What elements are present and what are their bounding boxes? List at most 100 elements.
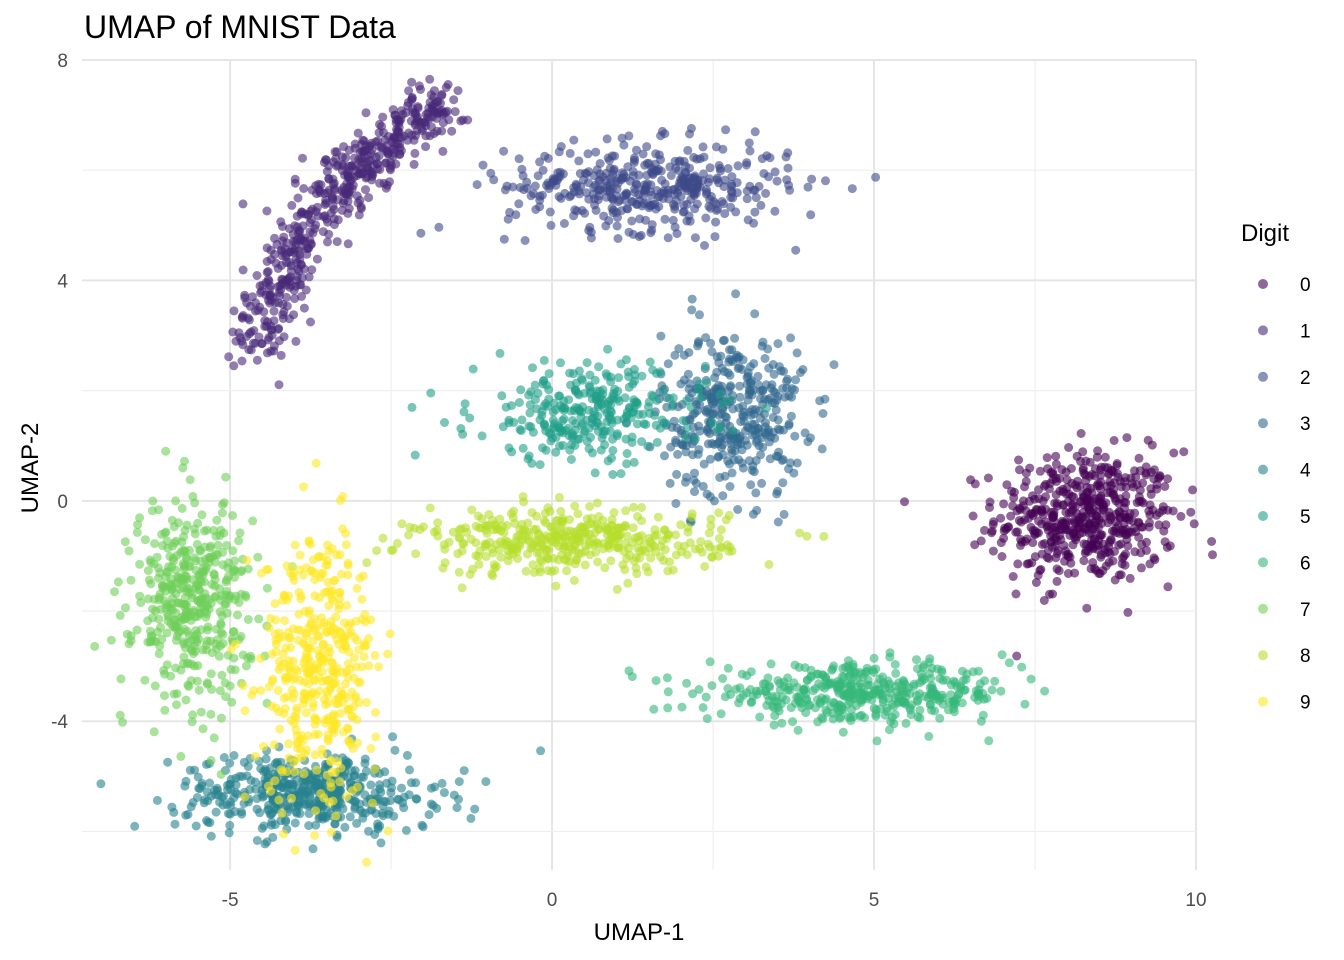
point-digit-6 [860, 713, 869, 723]
point-digit-2 [565, 148, 575, 158]
point-digit-8 [518, 531, 528, 540]
point-digit-6 [763, 690, 772, 700]
point-digit-1 [307, 185, 317, 195]
point-digit-0 [968, 511, 978, 521]
point-digit-5 [643, 441, 653, 451]
point-digit-3 [687, 388, 697, 398]
point-digit-1 [347, 161, 357, 171]
point-digit-7 [220, 678, 230, 688]
point-digit-0 [1011, 589, 1021, 599]
point-digit-8 [521, 566, 531, 576]
point-digit-0 [1083, 502, 1093, 512]
point-digit-9 [360, 641, 369, 651]
point-digit-0 [1034, 516, 1044, 526]
point-digit-5 [645, 357, 655, 367]
point-digit-5 [465, 413, 475, 423]
point-digit-2 [645, 187, 655, 197]
point-digit-4 [308, 844, 318, 854]
point-digit-7 [230, 572, 239, 582]
point-digit-1 [378, 112, 388, 122]
point-digit-5 [589, 407, 599, 417]
point-digit-2 [638, 149, 648, 159]
point-digit-7 [143, 594, 153, 604]
point-digit-5 [590, 375, 600, 385]
point-digit-2 [586, 233, 596, 243]
point-digit-9 [292, 703, 302, 713]
point-digit-5 [477, 431, 487, 441]
point-digit-0 [1040, 539, 1050, 548]
point-digit-8 [629, 556, 639, 566]
point-digit-7 [238, 650, 248, 660]
point-digit-5 [578, 402, 587, 412]
point-digit-3 [725, 382, 735, 392]
point-digit-7 [221, 692, 231, 702]
point-digit-7 [212, 515, 222, 525]
point-digit-2 [530, 181, 540, 191]
point-digit-3 [792, 348, 802, 358]
point-digit-3 [744, 423, 754, 433]
point-digit-2 [679, 200, 689, 210]
point-digit-6 [869, 703, 879, 713]
point-digit-0 [1165, 541, 1175, 551]
point-digit-0 [1168, 506, 1178, 516]
point-digit-8 [613, 523, 623, 533]
point-digit-1 [333, 160, 343, 170]
point-digit-4 [411, 778, 421, 788]
point-digit-0 [970, 540, 980, 550]
legend-label-0: 0 [1300, 275, 1311, 296]
point-digit-5 [497, 391, 507, 401]
point-digit-7 [157, 634, 167, 644]
point-digit-9 [370, 764, 380, 774]
point-digit-6 [801, 694, 811, 704]
legend-key-1 [1258, 325, 1268, 336]
point-digit-4 [364, 826, 373, 836]
point-digit-6 [766, 659, 776, 669]
point-digit-8 [671, 550, 681, 560]
point-digit-9 [353, 738, 363, 748]
point-digit-0 [1107, 526, 1117, 536]
point-digit-7 [197, 510, 207, 520]
point-digit-1 [320, 211, 330, 221]
point-digit-9 [371, 708, 380, 717]
point-digit-7 [187, 593, 197, 603]
point-digit-6 [846, 666, 856, 676]
point-digit-7 [135, 591, 145, 601]
point-digit-2 [627, 196, 637, 206]
point-digit-8 [683, 527, 693, 537]
point-digit-6 [885, 725, 894, 735]
point-digit-5 [544, 385, 554, 395]
point-digit-0 [1081, 456, 1091, 466]
point-digit-2 [705, 174, 714, 184]
point-digit-5 [682, 423, 692, 433]
point-digit-1 [289, 286, 299, 295]
point-digit-7 [216, 769, 226, 779]
point-digit-1 [299, 184, 309, 193]
point-digit-4 [360, 790, 370, 800]
point-digit-7 [149, 727, 159, 737]
point-digit-2 [806, 210, 816, 220]
point-digit-0 [1082, 603, 1092, 613]
point-digit-0 [1015, 465, 1024, 475]
point-digit-2 [632, 180, 642, 190]
point-digit-6 [799, 685, 809, 695]
point-digit-9 [271, 615, 281, 625]
point-digit-6 [822, 680, 832, 690]
point-digit-2 [628, 171, 638, 181]
point-digit-2 [636, 230, 646, 240]
point-digit-2 [478, 160, 488, 170]
point-digit-9 [355, 573, 365, 583]
point-digit-8 [500, 536, 510, 546]
point-digit-7 [248, 516, 258, 526]
point-digit-6 [925, 699, 935, 709]
point-digit-8 [600, 563, 610, 573]
point-digit-1 [276, 217, 286, 227]
point-digit-1 [354, 210, 364, 220]
point-digit-6 [651, 676, 661, 686]
point-digit-8 [535, 548, 545, 558]
point-digit-4 [226, 797, 235, 807]
point-digit-1 [299, 303, 309, 313]
point-digit-0 [1096, 530, 1106, 540]
point-digit-3 [829, 360, 839, 370]
point-digit-7 [206, 541, 216, 551]
point-digit-3 [769, 369, 779, 379]
